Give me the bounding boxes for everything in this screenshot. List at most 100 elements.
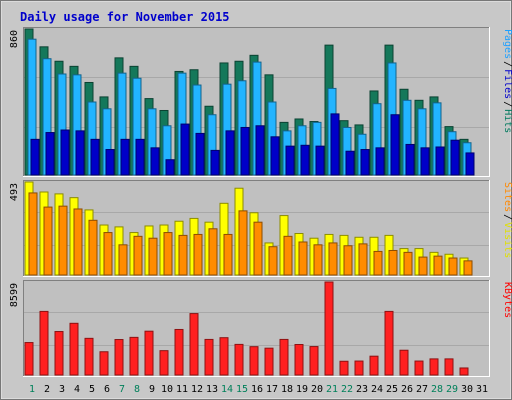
- bar-pages-day-19: [300, 144, 310, 176]
- bar-sites-day-21: [328, 242, 338, 276]
- bar-sites-day-13: [208, 228, 218, 276]
- x-tick-label-day-15: 15: [236, 384, 248, 395]
- bar-sites-day-26: [403, 251, 413, 276]
- x-tick-label-day-4: 4: [74, 384, 80, 395]
- bar-pages-day-8: [135, 138, 145, 176]
- bar-kbytes-day-8: [129, 336, 139, 376]
- bar-pages-day-10: [165, 159, 175, 176]
- bar-sites-day-4: [73, 208, 83, 276]
- bar-kbytes-day-22: [339, 360, 349, 376]
- bar-kbytes-day-13: [204, 338, 214, 376]
- x-tick-label-day-14: 14: [221, 384, 233, 395]
- bar-kbytes-day-26: [399, 349, 409, 376]
- x-tick-label-day-13: 13: [206, 384, 218, 395]
- bar-kbytes-day-11: [174, 328, 184, 376]
- bar-pages-day-24: [375, 147, 385, 176]
- bar-kbytes-day-19: [294, 344, 304, 376]
- legend-hits: Hits: [502, 109, 512, 133]
- chart-title: Daily usage for November 2015: [20, 10, 230, 24]
- legend-visits: Visits: [502, 222, 512, 258]
- bar-pages-day-7: [120, 138, 130, 176]
- bar-sites-day-19: [298, 241, 308, 276]
- bar-pages-day-17: [270, 136, 280, 176]
- bar-pages-day-14: [225, 130, 235, 176]
- x-tick-label-day-21: 21: [326, 384, 338, 395]
- bar-pages-day-20: [315, 145, 325, 176]
- bar-kbytes-day-5: [84, 337, 94, 376]
- x-tick-label-day-29: 29: [446, 384, 458, 395]
- panel-1: 860 Pages / Files / Hits: [9, 27, 512, 177]
- bar-kbytes-day-2: [39, 310, 49, 376]
- bar-pages-day-28: [435, 146, 445, 176]
- bar-sites-day-16: [253, 221, 263, 276]
- x-tick-label-day-9: 9: [149, 384, 155, 395]
- bar-pages-day-12: [195, 132, 205, 176]
- legend-pages: Pages: [502, 29, 512, 59]
- bar-sites-day-12: [193, 233, 203, 276]
- bar-sites-day-2: [43, 206, 53, 276]
- bar-kbytes-day-9: [144, 330, 154, 376]
- bar-kbytes-day-30: [459, 367, 469, 376]
- bar-sites-day-27: [418, 256, 428, 276]
- x-tick-label-day-12: 12: [191, 384, 203, 395]
- bar-kbytes-day-1: [24, 342, 34, 376]
- bar-kbytes-day-28: [429, 358, 439, 376]
- legend-kbytes: KBytes: [502, 282, 512, 318]
- bar-sites-day-18: [283, 235, 293, 276]
- bar-sites-day-1: [28, 192, 38, 276]
- x-tick-label-day-11: 11: [176, 384, 188, 395]
- bar-sites-day-17: [268, 246, 278, 276]
- x-tick-label-day-27: 27: [416, 384, 428, 395]
- bar-kbytes-day-23: [354, 360, 364, 376]
- legend-separator: /: [502, 61, 512, 67]
- x-tick-label-day-26: 26: [401, 384, 413, 395]
- bar-kbytes-day-16: [249, 346, 259, 376]
- x-tick-label-day-6: 6: [104, 384, 110, 395]
- bar-pages-day-22: [345, 150, 355, 176]
- x-tick-label-day-22: 22: [341, 384, 353, 395]
- x-tick-label-day-24: 24: [371, 384, 383, 395]
- legend-separator: /: [502, 214, 512, 220]
- bar-kbytes-day-10: [159, 350, 169, 376]
- x-tick-label-day-2: 2: [44, 384, 50, 395]
- bar-kbytes-day-6: [99, 351, 109, 376]
- y-tick-label: 860: [9, 30, 20, 48]
- legend-files: Files: [502, 69, 512, 99]
- bar-pages-day-27: [420, 147, 430, 176]
- bar-kbytes-day-25: [384, 310, 394, 376]
- bar-pages-day-11: [180, 123, 190, 176]
- x-tick-label-day-8: 8: [134, 384, 140, 395]
- bar-sites-day-3: [58, 205, 68, 276]
- bar-pages-day-5: [90, 138, 100, 176]
- bar-kbytes-day-27: [414, 360, 424, 376]
- bar-kbytes-day-24: [369, 355, 379, 376]
- legend-separator: /: [502, 101, 512, 107]
- x-tick-label-day-16: 16: [251, 384, 263, 395]
- x-tick-label-day-17: 17: [266, 384, 278, 395]
- x-tick-label-day-7: 7: [119, 384, 125, 395]
- bar-pages-day-30: [465, 152, 475, 176]
- bar-sites-day-11: [178, 234, 188, 276]
- bar-pages-day-3: [60, 129, 70, 176]
- x-tick-label-day-30: 30: [461, 384, 473, 395]
- bar-sites-day-10: [163, 232, 173, 276]
- bar-pages-day-4: [75, 130, 85, 176]
- panel-3: 8599 KBytes: [9, 280, 512, 377]
- x-tick-label-day-1: 1: [29, 384, 35, 395]
- bar-pages-day-26: [405, 143, 415, 176]
- x-tick-label-day-18: 18: [281, 384, 293, 395]
- bar-pages-day-9: [150, 147, 160, 176]
- x-tick-label-day-31: 31: [476, 384, 488, 395]
- x-tick-label-day-5: 5: [89, 384, 95, 395]
- panel-2: 493 Sites / Visits: [9, 180, 512, 277]
- bar-pages-day-13: [210, 149, 220, 176]
- bar-pages-day-16: [255, 125, 265, 176]
- bar-sites-day-5: [88, 219, 98, 276]
- bar-pages-day-6: [105, 149, 115, 176]
- y-tick-label: 8599: [9, 283, 20, 307]
- bar-sites-day-29: [448, 257, 458, 276]
- bar-kbytes-day-7: [114, 339, 124, 376]
- bar-kbytes-day-17: [264, 347, 274, 376]
- x-tick-label-day-10: 10: [161, 384, 173, 395]
